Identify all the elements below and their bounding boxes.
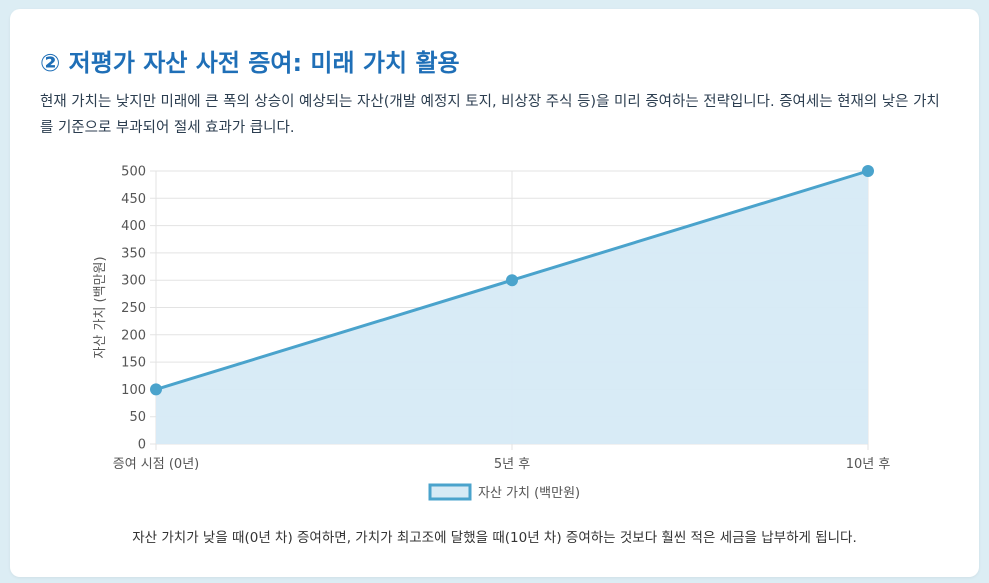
y-tick-label: 0: [138, 438, 146, 453]
legend-label: 자산 가치 (백만원): [478, 486, 580, 501]
y-tick-label: 100: [121, 383, 146, 398]
card-description: 현재 가치는 낮지만 미래에 큰 폭의 상승이 예상되는 자산(개발 예정지 토…: [40, 94, 940, 136]
x-tick-label: 증여 시점 (0년): [113, 457, 199, 472]
series-area: [156, 171, 868, 444]
y-tick-label: 500: [121, 165, 146, 180]
y-tick-label: 150: [121, 356, 146, 371]
data-point: [150, 383, 162, 396]
y-tick-label: 450: [121, 192, 146, 207]
y-tick-label: 250: [121, 301, 146, 316]
y-tick-label: 400: [121, 219, 146, 234]
x-tick-label: 5년 후: [494, 457, 530, 472]
legend-swatch: [428, 483, 472, 501]
data-point: [862, 165, 874, 177]
chart-card: ② 저평가 자산 사전 증여: 미래 가치 활용 현재 가치는 낮지만 미래에 …: [10, 9, 979, 577]
y-tick-label: 300: [121, 274, 146, 289]
y-tick-label: 350: [121, 246, 146, 261]
asset-value-chart: 0 50 100 150 200 250 300 350 400 450 500 증여 시점 (0년)…: [93, 165, 891, 502]
y-tick-label: 200: [121, 328, 146, 343]
data-point: [506, 274, 518, 287]
y-axis-title: 자산 가치 (백만원): [93, 256, 108, 358]
y-tick-label: 50: [129, 410, 146, 425]
card-title: ② 저평가 자산 사전 증여: 미래 가치 활용: [40, 49, 460, 77]
x-tick-label: 10년 후: [846, 457, 891, 472]
chart-footnote: 자산 가치가 낮을 때(0년 차) 증여하면, 가치가 최고조에 달했을 때(1…: [132, 530, 857, 546]
